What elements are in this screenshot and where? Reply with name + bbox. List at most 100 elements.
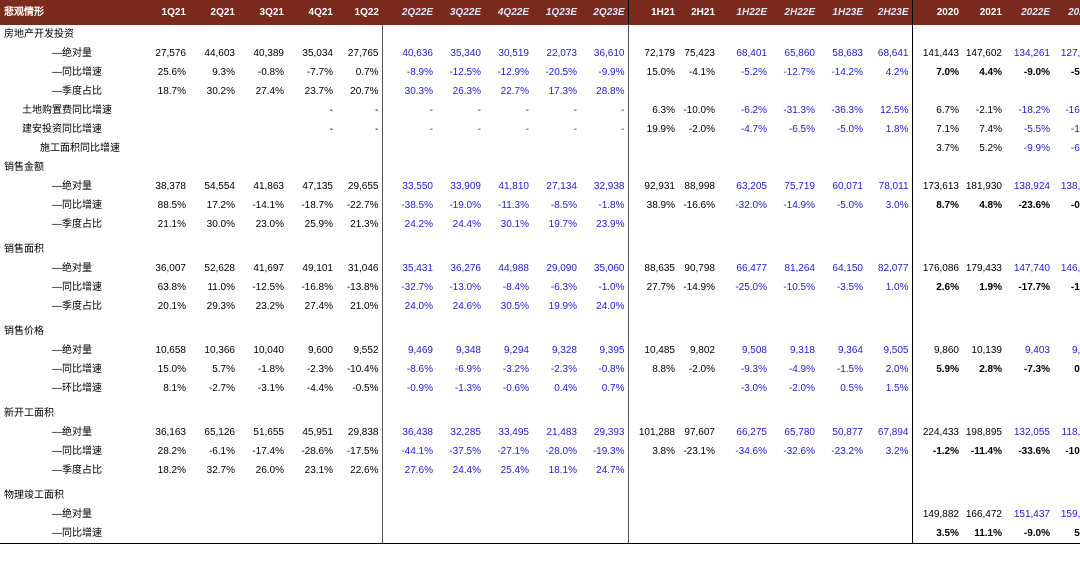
section-label: 物理竣工面积 [4, 490, 64, 501]
table-cell [770, 139, 818, 158]
table-cell [436, 322, 484, 341]
row-label: 土地购置费同比增速 [22, 105, 112, 116]
table-cell: 5.2% [979, 143, 1002, 154]
table-cell: 25.4% [500, 465, 529, 476]
table-cell: 68,641 [877, 48, 909, 59]
table-cell: 32,285 [450, 427, 481, 438]
table-cell: -16.6% [683, 200, 715, 211]
table-cell: 88,635 [627, 259, 678, 278]
table-cell [627, 379, 678, 398]
table-cell: -10.4% [346, 364, 379, 375]
table-cell: 2.0% [885, 364, 909, 375]
table-cell: 166,472 [965, 509, 1002, 520]
table-cell: -2.3% [550, 364, 577, 375]
table-cell: 138,083 [1060, 181, 1080, 192]
table-cell [436, 158, 484, 177]
table-cell [770, 461, 818, 480]
table-cell: -44.1% [381, 442, 436, 461]
table-cell: -5.0% [836, 124, 863, 135]
table-cell: -6.2% [740, 105, 767, 116]
section-label: 新开工面积 [4, 408, 54, 419]
table-cell [287, 322, 336, 341]
table-cell: 9.3% [212, 67, 235, 78]
row-label: —环比增速 [52, 383, 102, 394]
table-cell: 68,401 [736, 48, 767, 59]
table-cell [140, 25, 189, 44]
table-cell [718, 215, 770, 234]
table-cell [336, 158, 382, 177]
table-cell: -34.6% [735, 446, 767, 457]
row-label: —绝对量 [52, 263, 92, 274]
table-cell: -17.7% [1018, 282, 1050, 293]
table-cell: -13.0% [449, 282, 481, 293]
table-cell [866, 158, 912, 177]
table-cell: 9,348 [455, 345, 481, 356]
table-cell: -10.5% [783, 282, 815, 293]
table-cell: -8.5% [550, 200, 577, 211]
row-label: —绝对量 [52, 509, 92, 520]
table-cell: -5.2% [740, 67, 767, 78]
table-cell: 88,998 [684, 181, 715, 192]
table-cell: 149,882 [911, 505, 962, 524]
table-cell: 11.1% [962, 524, 1005, 544]
table-row: —同比增速 88.5% 17.2% -14.1% -18.7% -22.7% -38.5% -… [0, 196, 1080, 215]
table-cell: -12.5% [449, 67, 481, 78]
column-header: 2022E [1005, 0, 1053, 25]
table-cell: -12.7% [783, 67, 815, 78]
table-cell: 25.6% [157, 67, 186, 78]
table-cell: -12.9% [497, 67, 529, 78]
table-cell [1005, 379, 1053, 398]
section-row: 物理竣工面积 [0, 486, 1080, 505]
table-cell [678, 461, 718, 480]
table-cell: 67,894 [877, 427, 909, 438]
table-header-row: 悲观情形 1Q21 2Q21 3Q21 4Q21 1Q22 2Q22E 3Q22E 4Q22E 1… [0, 0, 1080, 25]
table-cell [238, 120, 287, 139]
table-cell: 41,810 [498, 181, 529, 192]
table-cell: 10,040 [253, 345, 284, 356]
table-cell [189, 240, 238, 259]
table-cell [627, 82, 678, 101]
table-cell [770, 82, 818, 101]
table-cell [336, 322, 382, 341]
table-cell: -8.9% [381, 63, 436, 82]
table-cell: 29,090 [546, 263, 577, 274]
table-cell: 8.8% [627, 360, 678, 379]
column-header: 2H23E [866, 0, 912, 25]
table-cell: 4.4% [979, 67, 1002, 78]
table-cell [484, 139, 532, 158]
table-cell: 10,658 [155, 345, 186, 356]
table-cell: -12.5% [252, 282, 284, 293]
table-cell: 9,318 [789, 345, 815, 356]
table-cell: -14.1% [252, 200, 284, 211]
table-cell: 147,740 [1013, 263, 1050, 274]
table-cell: -19.0% [449, 200, 481, 211]
table-cell [627, 139, 678, 158]
table-row: 施工面积同比增速 3.7% 5.2% -9.9% -6.3% [0, 139, 1080, 158]
table-cell [866, 404, 912, 423]
table-cell: 66,275 [736, 427, 767, 438]
table-cell: -16.8% [301, 282, 333, 293]
table-cell [532, 524, 580, 544]
table-cell: 1.9% [979, 282, 1002, 293]
table-cell: 44,603 [204, 48, 235, 59]
row-label: —绝对量 [52, 345, 92, 356]
table-cell: 12.5% [880, 105, 909, 116]
table-cell: 0.4% [554, 383, 577, 394]
table-cell [770, 404, 818, 423]
table-cell: -1.0% [580, 278, 629, 297]
table-cell [962, 240, 1005, 259]
table-cell [381, 524, 436, 544]
table-cell: -23.2% [831, 446, 863, 457]
table-cell: -1.5% [836, 364, 863, 375]
column-header: 4Q22E [484, 0, 532, 25]
table-cell: 49,101 [302, 263, 333, 274]
table-cell [532, 25, 580, 44]
table-cell [381, 25, 436, 44]
table-cell [1053, 486, 1080, 505]
column-header: 1Q21 [140, 0, 189, 25]
table-cell: 36,610 [580, 44, 629, 63]
table-cell [336, 25, 382, 44]
table-row: —环比增速 8.1% -2.7% -3.1% -4.4% -0.5% -0.9% -1.3% -… [0, 379, 1080, 398]
table-cell: -9.9% [1023, 143, 1050, 154]
table-cell [911, 215, 962, 234]
